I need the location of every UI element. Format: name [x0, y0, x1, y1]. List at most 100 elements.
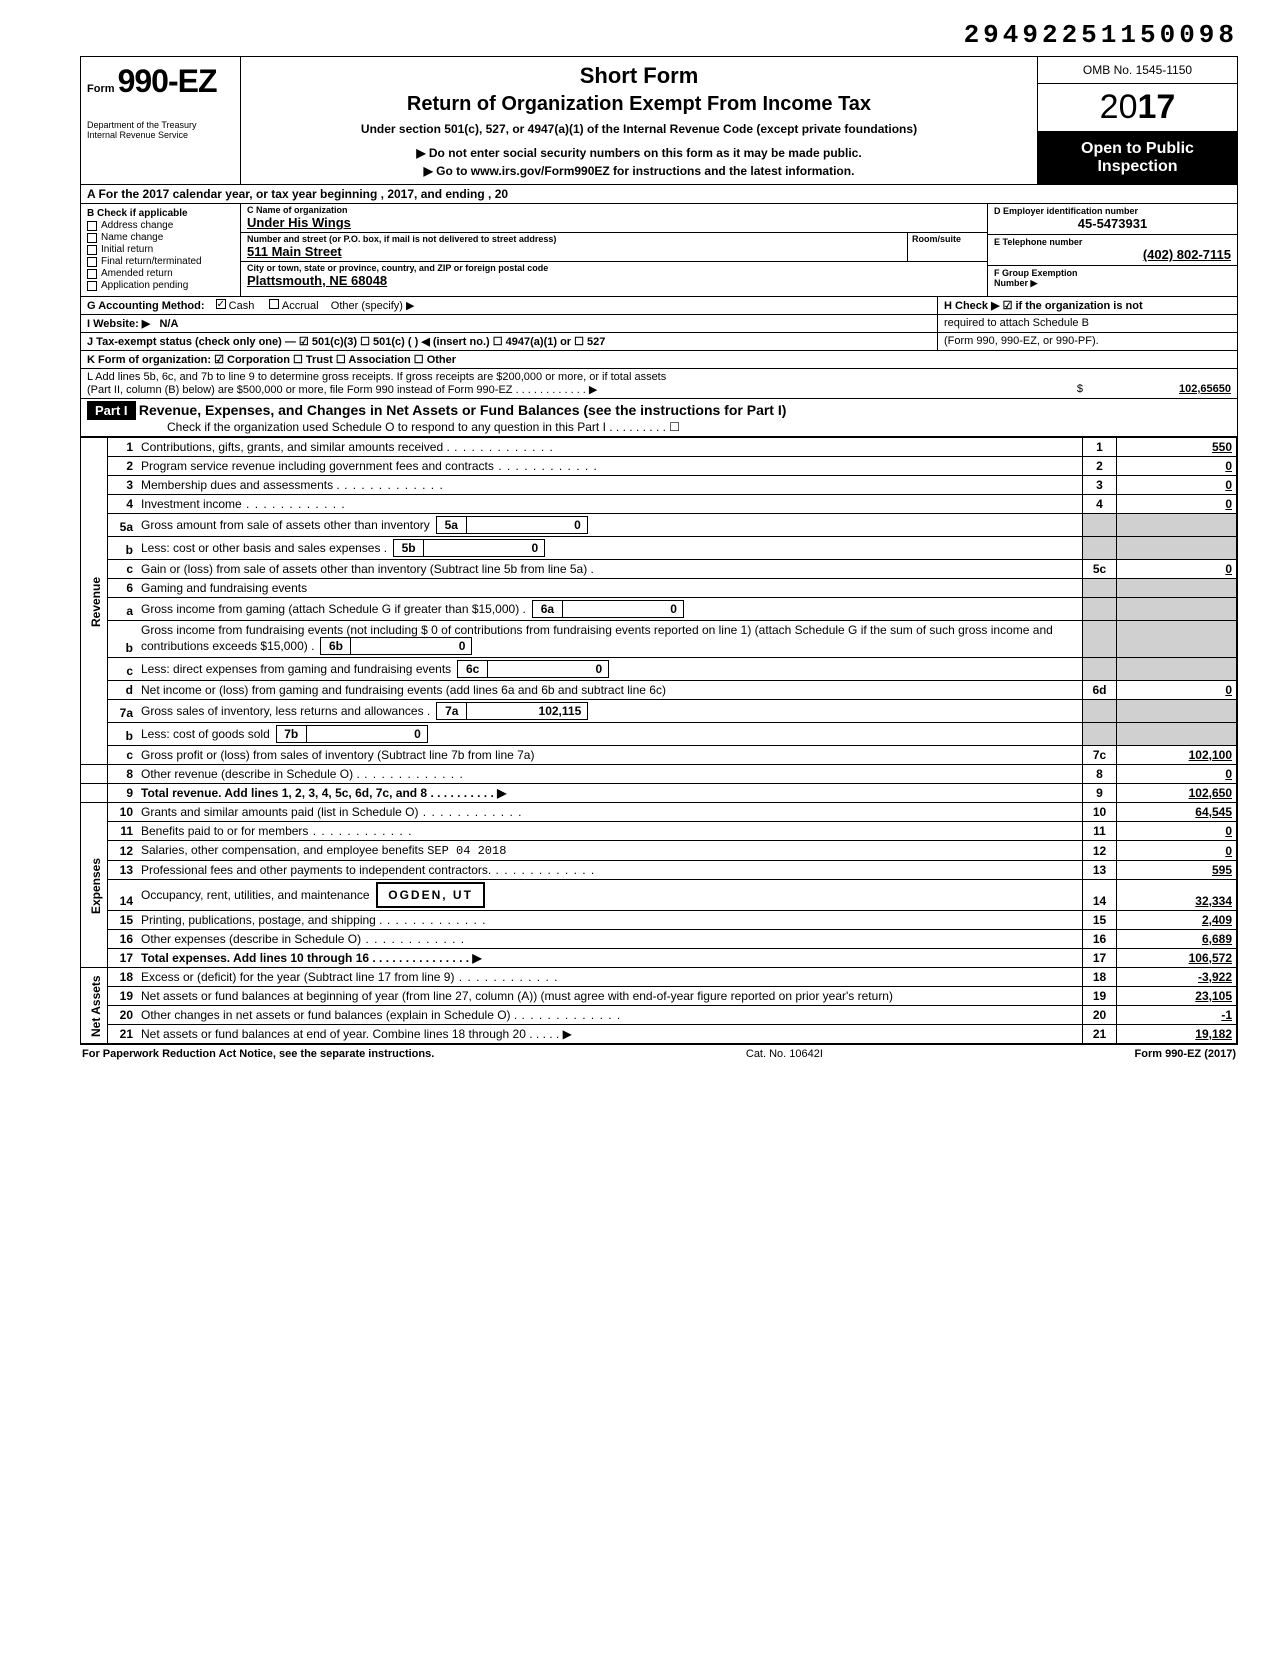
b3: 3: [1083, 476, 1117, 495]
iv7a: 102,115: [467, 703, 587, 719]
phone: (402) 802-7115: [994, 247, 1231, 262]
lines-table: Revenue 1 Contributions, gifts, grants, …: [81, 437, 1237, 1044]
a21: 19,182: [1117, 1025, 1237, 1044]
d7a-t: Gross sales of inventory, less returns a…: [141, 704, 430, 718]
b7c: 7c: [1083, 746, 1117, 765]
section-bcdef: B Check if applicable Address change Nam…: [81, 204, 1237, 297]
year-suffix: 17: [1138, 88, 1176, 126]
lbl-accrual: Accrual: [282, 300, 319, 312]
d-label: D Employer identification number: [994, 206, 1231, 216]
iv6a: 0: [563, 601, 683, 617]
lbl-amended: Amended return: [101, 268, 173, 279]
a1: 550: [1117, 438, 1237, 457]
b18: 18: [1083, 968, 1117, 987]
column-b: B Check if applicable Address change Nam…: [81, 204, 241, 296]
d14-t: Occupancy, rent, utilities, and maintena…: [141, 888, 370, 902]
chk-cash[interactable]: [216, 299, 226, 309]
a9: 102,650: [1117, 784, 1237, 803]
form-header: Form 990-EZ Department of the Treasury I…: [81, 57, 1237, 185]
g-label: G Accounting Method:: [87, 300, 205, 312]
b14: 14: [1083, 880, 1117, 911]
part1-title: Revenue, Expenses, and Changes in Net As…: [139, 402, 787, 418]
a6d: 0: [1117, 681, 1237, 700]
lbl-name: Name change: [101, 232, 163, 243]
d19: Net assets or fund balances at beginning…: [137, 987, 1083, 1006]
side-blank2: [81, 784, 107, 803]
d17: Total expenses. Add lines 10 through 16 …: [137, 949, 1083, 968]
chk-name[interactable]: [87, 233, 97, 243]
h-text2: required to attach Schedule B: [944, 317, 1089, 329]
c-street-label: Number and street (or P.O. box, if mail …: [241, 233, 907, 244]
iv5a: 0: [467, 517, 587, 533]
ib6c: 6c: [458, 661, 488, 677]
arrow-ssn: ▶ Do not enter social security numbers o…: [249, 146, 1029, 160]
b20: 20: [1083, 1006, 1117, 1025]
b8: 8: [1083, 765, 1117, 784]
dept-treasury: Department of the Treasury: [87, 120, 234, 130]
chk-initial[interactable]: [87, 245, 97, 255]
part1-label: Part I: [87, 401, 136, 420]
b4: 4: [1083, 495, 1117, 514]
ib6b: 6b: [321, 638, 351, 654]
return-title: Return of Organization Exempt From Incom…: [249, 93, 1029, 116]
f-label: F Group Exemption: [994, 268, 1231, 278]
chk-amended[interactable]: [87, 269, 97, 279]
d5b: Less: cost or other basis and sales expe…: [137, 537, 1083, 560]
footer-left: For Paperwork Reduction Act Notice, see …: [82, 1048, 434, 1060]
b17: 17: [1083, 949, 1117, 968]
iv7b: 0: [307, 726, 427, 742]
a6a-s: [1117, 598, 1237, 621]
chk-accrual[interactable]: [269, 299, 279, 309]
lbl-address: Address change: [101, 220, 173, 231]
chk-address[interactable]: [87, 221, 97, 231]
d7b-t: Less: cost of goods sold: [141, 727, 270, 741]
l-text2: (Part II, column (B) below) are $500,000…: [87, 383, 1069, 396]
iv5b: 0: [424, 540, 544, 556]
ib6a: 6a: [533, 601, 563, 617]
n17: 17: [107, 949, 137, 968]
n19: 19: [107, 987, 137, 1006]
b7a: [1083, 700, 1117, 723]
line-k: K Form of organization: ☑ Corporation ☐ …: [81, 351, 1237, 368]
iv6b: 0: [351, 638, 471, 654]
b1: 1: [1083, 438, 1117, 457]
d15: Printing, publications, postage, and shi…: [137, 911, 1083, 930]
form-frame: Form 990-EZ Department of the Treasury I…: [80, 56, 1238, 1045]
b2: 2: [1083, 457, 1117, 476]
h-text3: (Form 990, 990-EZ, or 990-PF).: [944, 335, 1099, 347]
n1: 1: [107, 438, 137, 457]
a17: 106,572: [1117, 949, 1237, 968]
chk-final[interactable]: [87, 257, 97, 267]
b5c: 5c: [1083, 560, 1117, 579]
d11: Benefits paid to or for members: [137, 822, 1083, 841]
n9: 9: [107, 784, 137, 803]
d12-t: Salaries, other compensation, and employ…: [141, 843, 424, 857]
ib7a: 7a: [437, 703, 467, 719]
chk-pending[interactable]: [87, 281, 97, 291]
side-blank1: [81, 765, 107, 784]
tax-year: 2017: [1038, 84, 1237, 132]
b12: 12: [1083, 841, 1117, 861]
dept-irs: Internal Revenue Service: [87, 130, 234, 140]
n15: 15: [107, 911, 137, 930]
iv6c: 0: [488, 661, 608, 677]
d5c: Gain or (loss) from sale of assets other…: [137, 560, 1083, 579]
n6b: b: [107, 621, 137, 658]
ein: 45-5473931: [994, 216, 1231, 231]
a7a-s: [1117, 700, 1237, 723]
line-a: A For the 2017 calendar year, or tax yea…: [81, 185, 514, 203]
lbl-other: Other (specify) ▶: [331, 300, 415, 312]
ib7b: 7b: [277, 726, 307, 742]
a2: 0: [1117, 457, 1237, 476]
b6c: [1083, 658, 1117, 681]
website: N/A: [159, 318, 178, 330]
lbl-cash: Cash: [229, 300, 255, 312]
a5a-s: [1117, 514, 1237, 537]
line-l: L Add lines 5b, 6c, and 7b to line 9 to …: [81, 369, 1237, 399]
n6c: c: [107, 658, 137, 681]
a6-s: [1117, 579, 1237, 598]
b6d: 6d: [1083, 681, 1117, 700]
n12: 12: [107, 841, 137, 861]
n11: 11: [107, 822, 137, 841]
lbl-initial: Initial return: [101, 244, 153, 255]
